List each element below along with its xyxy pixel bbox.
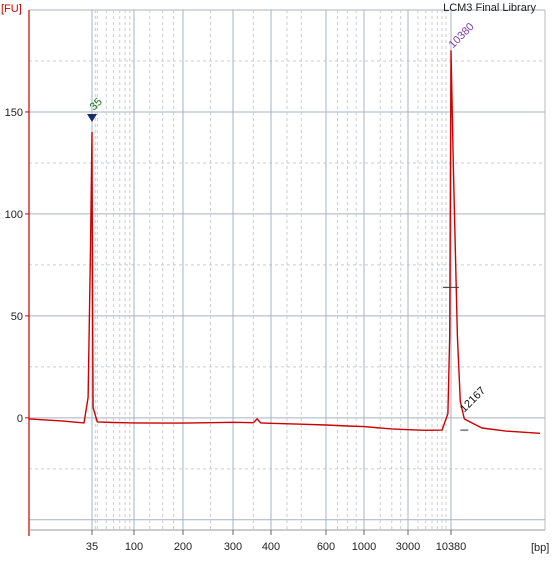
grid-layer xyxy=(29,9,545,530)
y-tick-label: 50 xyxy=(11,311,23,323)
x-tick-label: 200 xyxy=(174,541,192,553)
x-tick-label: 1000 xyxy=(352,541,376,553)
series-line xyxy=(28,50,541,434)
x-tick-label: 300 xyxy=(224,541,242,553)
series-layer xyxy=(28,50,541,434)
peak-label-12167: 12167 xyxy=(458,385,488,415)
marker-triangle xyxy=(87,113,97,122)
x-tick-label: 600 xyxy=(317,541,335,553)
y-tick-label: 100 xyxy=(5,209,23,221)
axis-layer: 0 50 100 150 35 100 200 300 400 600 1000 3000 10380 xyxy=(5,10,546,553)
chart-title: LCM3 Final Library xyxy=(443,2,536,14)
x-tick-label: 400 xyxy=(262,541,280,553)
x-tick-label: 3000 xyxy=(396,541,420,553)
y-tick-label: 0 xyxy=(17,413,23,425)
x-tick-label: 35 xyxy=(86,541,98,553)
x-axis-label: [bp] xyxy=(531,542,549,554)
y-axis-label: [FU] xyxy=(1,3,22,15)
y-tick-label: 150 xyxy=(5,107,23,119)
peak-label-35: 35 xyxy=(88,96,105,113)
x-tick-label: 100 xyxy=(125,541,143,553)
x-tick-label: 10380 xyxy=(436,541,467,553)
